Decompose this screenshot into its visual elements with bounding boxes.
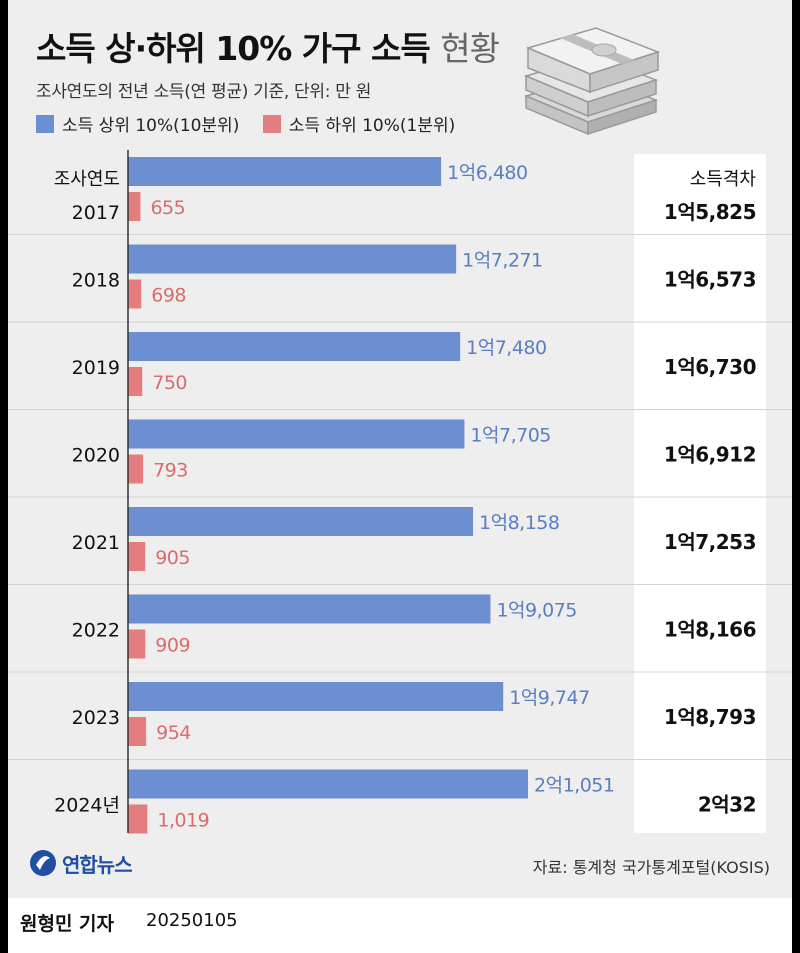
bar-top10 bbox=[128, 244, 457, 274]
publish-date: 20250105 bbox=[146, 910, 238, 931]
legend-item-top10: 소득 상위 10%(10분위) bbox=[36, 111, 239, 136]
legend-swatch-top10 bbox=[36, 114, 54, 133]
gap-header: 소득격차 bbox=[690, 169, 757, 190]
gap-value: 1억6,573 bbox=[664, 268, 756, 292]
gap-value: 1억6,912 bbox=[664, 443, 756, 467]
yonhap-logo-icon bbox=[30, 850, 56, 876]
gap-panel bbox=[634, 154, 766, 833]
data-label-bottom10: 793 bbox=[153, 460, 188, 482]
money-stack-icon bbox=[523, 27, 661, 136]
category-label: 2018 bbox=[72, 270, 120, 292]
gap-value: 1억8,793 bbox=[664, 705, 756, 729]
bar-bottom10 bbox=[128, 192, 141, 221]
title-light: 현황 bbox=[440, 29, 500, 68]
bar-top10 bbox=[128, 594, 491, 624]
legend-swatch-bottom10 bbox=[262, 114, 281, 133]
gap-value: 1억5,825 bbox=[664, 200, 756, 224]
category-label: 2017 bbox=[72, 202, 120, 224]
data-label-top10: 1억7,705 bbox=[470, 425, 550, 447]
data-label-top10: 1억8,158 bbox=[479, 512, 559, 534]
bar-top10 bbox=[128, 419, 465, 449]
legend-label-top10: 소득 상위 10%(10분위) bbox=[62, 116, 240, 136]
gap-value: 2억32 bbox=[698, 793, 756, 817]
category-label: 2023 bbox=[72, 707, 120, 729]
legend-label-bottom10: 소득 하위 10%(1분위) bbox=[288, 116, 456, 136]
byline-bar: 원형민 기자 20250105 bbox=[8, 898, 792, 953]
bar-bottom10 bbox=[128, 367, 143, 396]
data-label-bottom10: 1,019 bbox=[157, 810, 209, 832]
gap-value: 1억8,166 bbox=[664, 618, 756, 642]
bar-top10 bbox=[128, 157, 442, 186]
bar-top10 bbox=[128, 769, 528, 799]
bar-bottom10 bbox=[128, 542, 146, 571]
gap-value: 1억6,730 bbox=[664, 355, 756, 379]
bar-top10 bbox=[128, 507, 474, 536]
infographic-card: 소득 상·하위 10% 가구 소득 현황 조사연도의 전년 소득(연 평균) 기… bbox=[8, 0, 792, 953]
data-label-top10: 1억6,480 bbox=[447, 162, 527, 184]
logo-text: 연합뉴스 bbox=[62, 852, 133, 877]
bar-bottom10 bbox=[128, 629, 146, 659]
gap-value: 1억7,253 bbox=[664, 530, 756, 554]
bar-top10 bbox=[128, 332, 461, 361]
chart-title: 소득 상·하위 10% 가구 소득 현황 bbox=[36, 22, 500, 70]
category-label: 2021 bbox=[72, 532, 120, 554]
yonhap-logo: 연합뉴스 bbox=[28, 848, 133, 878]
title-bold: 소득 상·하위 10% 가구 소득 bbox=[36, 29, 431, 68]
category-label: 2019 bbox=[72, 357, 120, 379]
legend-item-bottom10: 소득 하위 10%(1분위) bbox=[262, 111, 456, 136]
bar-chart: 조사연도 소득격차 1억6,480 655 2017 1억5,825 1억7,271 698 2… bbox=[8, 150, 792, 834]
source-note: 자료: 통계청 국가통계포털(KOSIS) bbox=[532, 858, 770, 877]
bar-top10 bbox=[128, 682, 504, 711]
bar-bottom10 bbox=[128, 279, 142, 309]
data-label-bottom10: 750 bbox=[152, 372, 187, 394]
bar-bottom10 bbox=[128, 804, 148, 834]
bar-bottom10 bbox=[128, 454, 144, 484]
data-label-top10: 2억1,051 bbox=[534, 775, 614, 797]
data-label-bottom10: 909 bbox=[155, 635, 190, 657]
bar-bottom10 bbox=[128, 717, 147, 746]
category-header: 조사연도 bbox=[54, 169, 120, 190]
data-label-top10: 1억9,075 bbox=[496, 600, 576, 622]
category-label: 2022 bbox=[72, 620, 120, 642]
legend: 소득 상위 10%(10분위) 소득 하위 10%(1분위) bbox=[36, 111, 473, 138]
data-label-bottom10: 698 bbox=[151, 285, 186, 307]
data-label-top10: 1억9,747 bbox=[509, 687, 589, 709]
category-label: 2024년 bbox=[54, 795, 120, 817]
category-label: 2020 bbox=[72, 445, 120, 467]
data-label-top10: 1억7,480 bbox=[466, 337, 546, 359]
data-label-bottom10: 655 bbox=[150, 197, 185, 219]
data-label-bottom10: 905 bbox=[155, 547, 190, 569]
chart-subtitle: 조사연도의 전년 소득(연 평균) 기준, 단위: 만 원 bbox=[36, 82, 372, 102]
data-label-bottom10: 954 bbox=[156, 722, 191, 744]
data-label-top10: 1억7,271 bbox=[462, 250, 542, 272]
reporter-name: 원형민 기자 bbox=[20, 913, 115, 935]
